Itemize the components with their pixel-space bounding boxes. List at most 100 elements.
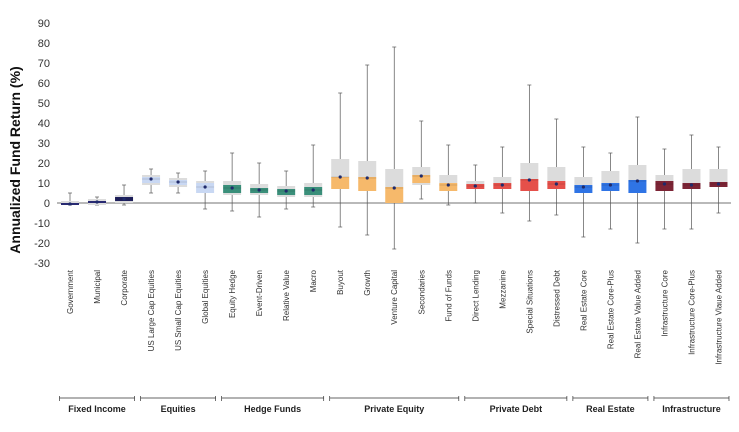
plot-area: [57, 46, 731, 250]
category-labels: Government Municipal Corporate US Large Cap…: [66, 269, 723, 365]
box-macro: [304, 144, 323, 208]
iqr-box: [628, 180, 647, 193]
upper-decile-band: [277, 186, 296, 189]
group-label: Fixed Income: [68, 404, 126, 414]
box-infrastructure-core-plus: [682, 134, 701, 230]
upper-decile-band: [331, 159, 350, 177]
upper-decile-band: [628, 165, 647, 180]
y-tick-label: 90: [38, 18, 50, 30]
mean-marker: [608, 183, 613, 187]
group-label: Hedge Funds: [244, 404, 301, 414]
box-fund-of-funds: [439, 144, 458, 206]
y-tick-label: 50: [38, 98, 50, 110]
mean-marker: [311, 188, 315, 192]
upper-decile-band: [250, 184, 269, 188]
mean-marker: [716, 182, 721, 186]
category-label: Infrastructure Core-Plus: [687, 270, 696, 355]
mean-marker: [230, 186, 234, 190]
iqr-box: [574, 185, 593, 193]
lower-decile-band: [223, 193, 242, 195]
mean-marker: [68, 202, 72, 206]
upper-decile-band: [466, 181, 485, 184]
lower-decile-band: [250, 193, 269, 195]
category-label: Infrastructure Core: [660, 269, 669, 336]
lower-decile-band: [169, 185, 188, 187]
y-tick-label: -30: [34, 258, 50, 270]
box-buyout: [331, 92, 350, 228]
group-label: Equities: [161, 404, 196, 414]
y-tick-label: 30: [38, 138, 50, 150]
upper-decile-band: [439, 175, 458, 183]
upper-decile-band: [547, 167, 566, 181]
box-direct-lending: [466, 164, 485, 204]
mean-marker: [95, 200, 99, 204]
mean-marker: [257, 188, 261, 192]
group-infrastructure: Infrastructure: [653, 396, 730, 414]
mean-marker: [392, 186, 396, 190]
group-hedge-funds: Hedge Funds: [221, 396, 325, 414]
box-real-estate-value-added: [628, 116, 647, 244]
box-infrastructure-vlaue-added: [709, 146, 728, 214]
y-tick-label: 70: [38, 58, 50, 70]
upper-decile-band: [169, 178, 188, 180]
category-label: Relative Value: [282, 269, 291, 321]
upper-decile-band: [88, 199, 107, 201]
group-real-estate: Real Estate: [572, 396, 649, 414]
box-secondaries: [412, 120, 431, 200]
category-label: Real Estate Core-Plus: [606, 270, 615, 349]
y-tick-label: 0: [44, 198, 50, 210]
box-municipal: [88, 196, 107, 206]
upper-decile-band: [412, 167, 431, 175]
iqr-box: [520, 179, 539, 191]
category-label: Distressed Debt: [552, 269, 561, 327]
category-label: Direct Lending: [471, 270, 480, 322]
box-infrastructure-core: [655, 148, 674, 230]
upper-decile-band: [601, 171, 620, 183]
mean-marker: [446, 183, 450, 187]
iqr-box: [385, 187, 404, 203]
iqr-box: [655, 181, 674, 191]
mean-marker: [284, 189, 288, 193]
group-private-equity: Private Equity: [329, 396, 460, 414]
category-label: Event-Driven: [255, 270, 264, 316]
box-mezzanine: [493, 146, 512, 214]
upper-decile-band: [520, 163, 539, 179]
category-label: Equity Hedge: [228, 269, 237, 318]
upper-decile-band: [682, 169, 701, 183]
category-label: Macro: [309, 269, 318, 292]
box-us-small-cap-equities: [169, 172, 188, 194]
lower-decile-band: [88, 203, 107, 205]
box-special-situations: [520, 84, 539, 222]
box-distressed-debt: [547, 118, 566, 216]
category-label: Mezzanine: [498, 269, 507, 308]
y-tick-label: 20: [38, 158, 50, 170]
upper-decile-band: [574, 177, 593, 185]
box-relative-value: [277, 170, 296, 210]
category-label: Municipal: [93, 270, 102, 304]
box-real-estate-core: [574, 146, 593, 238]
category-label: Fund of Funds: [444, 270, 453, 322]
box-growth: [358, 64, 377, 236]
box-venture-capital: [385, 46, 404, 250]
upper-decile-band: [493, 177, 512, 183]
y-tick-label: 80: [38, 38, 50, 50]
group-label: Real Estate: [586, 404, 635, 414]
mean-marker: [149, 177, 153, 181]
lower-decile-band: [277, 195, 296, 197]
iqr-box: [412, 175, 431, 183]
y-tick-label: 60: [38, 78, 50, 90]
group-label: Infrastructure: [662, 404, 721, 414]
category-label: US Small Cap Equities: [174, 270, 183, 351]
category-label: US Large Cap Equities: [147, 270, 156, 351]
category-label: Government: [66, 269, 75, 314]
lower-decile-band: [304, 195, 323, 197]
category-label: Infrastructure Vlaue Added: [714, 270, 723, 365]
mean-marker: [203, 185, 207, 189]
mean-marker: [176, 180, 180, 184]
iqr-box: [601, 183, 620, 191]
category-label: Growth: [363, 270, 372, 296]
category-label: Secondaries: [417, 270, 426, 314]
y-tick-label: 10: [38, 178, 50, 190]
